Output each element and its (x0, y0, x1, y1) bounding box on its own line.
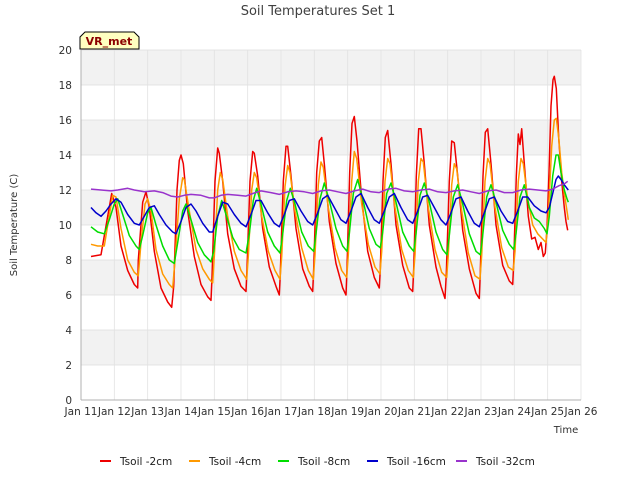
plot-band (81, 295, 581, 330)
y-tick-label: 0 (65, 395, 72, 407)
station-badge-box (79, 31, 140, 50)
x-tick-label: Jan 24 (497, 406, 531, 418)
y-tick-label: 18 (59, 80, 72, 92)
y-tick-label: 8 (65, 255, 72, 267)
station-badge: VR_met (79, 31, 140, 50)
plot-band (81, 260, 581, 295)
y-tick-label: 12 (59, 185, 72, 197)
y-tick-label: 4 (65, 325, 72, 337)
series-line-tsoil4cm (90, 117, 570, 289)
series-line-tsoil8cm (90, 154, 570, 265)
axes-frame (80, 50, 581, 401)
plot-band (81, 50, 581, 85)
x-tick-label: Jan 25 (530, 406, 564, 418)
x-tick-label: Jan 15 (197, 406, 231, 418)
x-tick-label: Jan 11 (64, 406, 98, 418)
legend-item: Tsoil -4cm (189, 456, 261, 468)
x-tick-label: Jan 12 (97, 406, 131, 418)
plot-band (81, 85, 581, 120)
station-badge-label: VR_met (86, 35, 133, 48)
legend-item: Tsoil -2cm (100, 456, 172, 468)
series-line-tsoil16cm (90, 175, 569, 235)
y-tick-label: 14 (59, 150, 73, 162)
legend: Tsoil -2cm Tsoil -4cm Tsoil -8cm Tsoil -16c… (100, 456, 535, 468)
x-tick-label: Jan 23 (464, 406, 498, 418)
legend-label: Tsoil -4cm (208, 456, 261, 468)
x-tick-label: Jan 17 (264, 406, 298, 418)
x-axis-ticks: Jan 11 Jan 12 Jan 13 Jan 14 Jan 15 Jan 16 Jan … (64, 406, 598, 418)
y-axis-label: Soil Temperature (C) (9, 174, 20, 277)
x-tick-label: Jan 13 (130, 406, 164, 418)
legend-item: Tsoil -16cm (367, 456, 446, 468)
legend-label: Tsoil -8cm (297, 456, 350, 468)
series-line-tsoil32cm (90, 180, 569, 199)
x-tick-label: Jan 18 (297, 406, 331, 418)
y-tick-label: 10 (59, 220, 72, 232)
x-tick-label: Jan 20 (364, 406, 398, 418)
plot-band (81, 330, 581, 365)
y-tick-label: 2 (65, 360, 72, 372)
x-tick-label: Jan 22 (430, 406, 464, 418)
y-tick-label: 16 (59, 115, 73, 127)
y-tick-label: 6 (65, 290, 72, 302)
legend-label: Tsoil -32cm (475, 456, 535, 468)
x-tick-label: Jan 26 (564, 406, 598, 418)
x-axis-label: Time (553, 425, 578, 436)
series-line-tsoil2cm (90, 75, 569, 309)
x-tick-label: Jan 16 (230, 406, 264, 418)
series-lines (90, 75, 570, 309)
x-tick-label: Jan 19 (330, 406, 364, 418)
plot-band (81, 120, 581, 155)
legend-item: Tsoil -8cm (278, 456, 350, 468)
x-tick-label: Jan 21 (397, 406, 431, 418)
plot-band (81, 365, 581, 400)
y-axis-ticks: 0 2 4 6 8 10 12 14 16 18 20 (59, 45, 73, 407)
legend-label: Tsoil -16cm (386, 456, 446, 468)
x-tick-label: Jan 14 (164, 406, 198, 418)
legend-item: Tsoil -32cm (456, 456, 535, 468)
y-tick-label: 20 (59, 45, 72, 57)
legend-label: Tsoil -2cm (119, 456, 172, 468)
plot-band (81, 155, 581, 190)
chart-title: Soil Temperatures Set 1 (241, 4, 396, 19)
